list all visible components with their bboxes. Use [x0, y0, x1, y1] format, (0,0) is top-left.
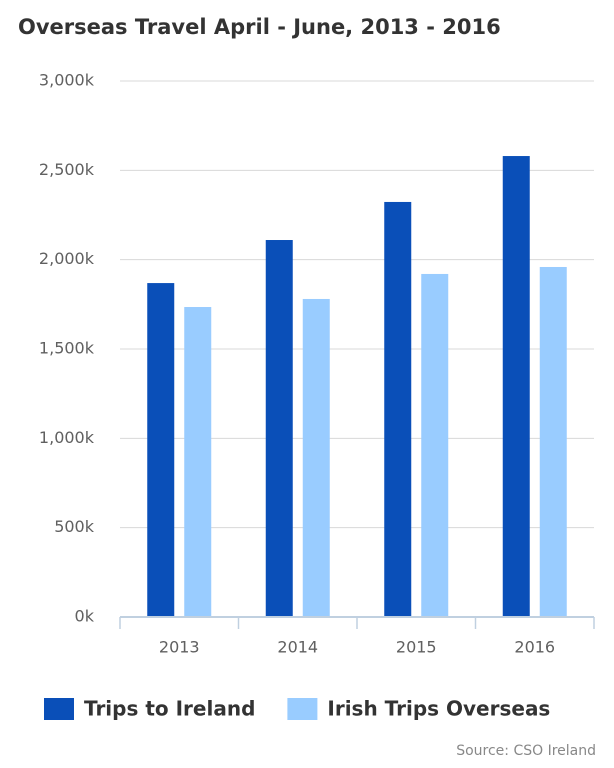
bar — [502, 156, 530, 618]
chart-title: Overseas Travel April - June, 2013 - 201… — [18, 15, 501, 39]
y-tick-label: 2,500k — [39, 160, 95, 179]
y-tick-label: 1,500k — [39, 339, 95, 358]
y-tick-label: 1,000k — [39, 428, 95, 447]
bar — [265, 240, 293, 617]
x-tick-label: 2016 — [514, 638, 555, 657]
x-tick-label: 2015 — [396, 638, 437, 657]
x-tick-label: 2013 — [159, 638, 200, 657]
bar — [184, 307, 212, 617]
y-tick-label: 3,000k — [39, 71, 95, 90]
y-tick-label: 0k — [75, 607, 95, 626]
bar — [539, 266, 567, 617]
bar — [384, 201, 412, 617]
x-tick-label: 2014 — [277, 638, 318, 657]
bar — [147, 283, 175, 617]
legend-swatch[interactable] — [44, 698, 74, 720]
y-tick-label: 2,000k — [39, 249, 95, 268]
y-tick-label: 500k — [54, 517, 95, 536]
source-note: Source: CSO Ireland — [456, 743, 596, 759]
legend-label[interactable]: Trips to Ireland — [84, 697, 255, 721]
legend-label[interactable]: Irish Trips Overseas — [327, 697, 550, 721]
bar — [302, 298, 330, 617]
legend-swatch[interactable] — [287, 698, 318, 720]
bar — [421, 273, 449, 617]
